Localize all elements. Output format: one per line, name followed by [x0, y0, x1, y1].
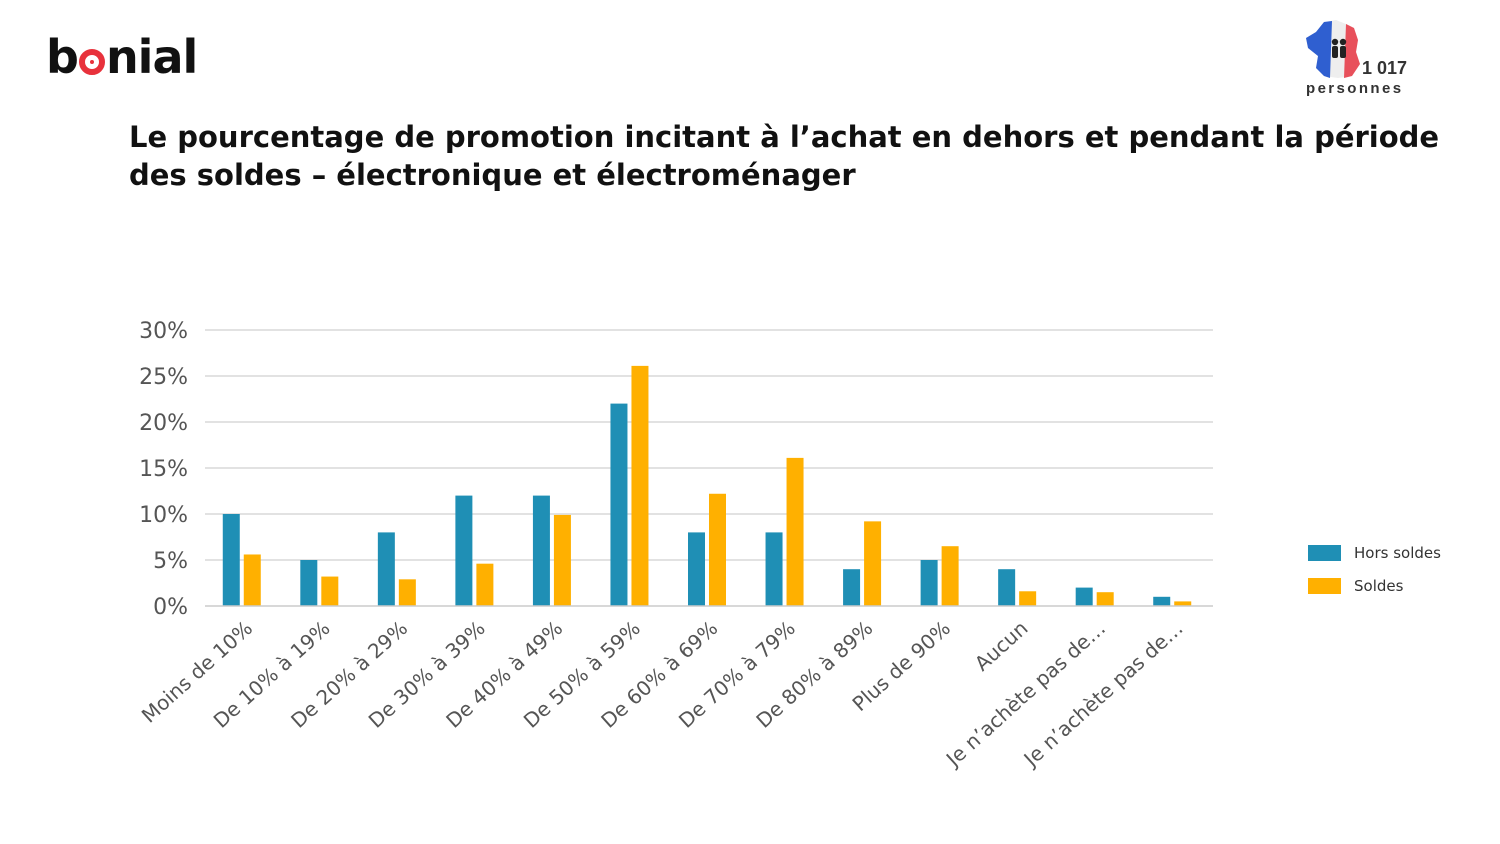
bar-soldes [709, 493, 726, 606]
bar-hors-soldes [455, 495, 473, 606]
bar-soldes [476, 563, 494, 606]
sample-unit: personnes [1306, 80, 1404, 97]
france-map-icon [1306, 20, 1360, 78]
bar-hors-soldes [765, 532, 783, 606]
y-tick-label: 25% [139, 365, 188, 390]
y-tick-label: 5% [153, 549, 188, 574]
y-tick-label: 15% [139, 457, 188, 482]
y-axis-ticks: 0% 5% 10% 15% 20% 25% 30% [139, 319, 188, 620]
bar-soldes [1174, 601, 1192, 606]
x-tick-label: Aucun [970, 616, 1033, 676]
legend: Hors soldes Soldes [1308, 544, 1441, 595]
y-tick-label: 30% [139, 319, 188, 344]
bar-soldes [321, 576, 339, 606]
bar-soldes [786, 457, 804, 606]
legend-label: Hors soldes [1354, 544, 1441, 562]
bar-soldes [631, 365, 649, 606]
bar-hors-soldes [1153, 596, 1171, 606]
bonial-logo: b nial [46, 30, 198, 84]
legend-swatch [1308, 545, 1341, 561]
bar-hors-soldes [843, 569, 861, 606]
bar-soldes [243, 554, 261, 606]
legend-swatch [1308, 578, 1341, 594]
bar-soldes [1019, 591, 1037, 606]
sample-count: 1 017 [1362, 58, 1408, 78]
sample-size-badge: 1 017 personnes [1302, 18, 1422, 100]
logo-text-start: b [46, 30, 79, 84]
bar-soldes [1096, 592, 1114, 606]
bar-hors-soldes [610, 403, 628, 606]
bar-hors-soldes [998, 569, 1016, 606]
bar-hors-soldes [300, 560, 318, 606]
target-logo-icon [78, 49, 105, 75]
bars [222, 365, 1192, 606]
y-tick-label: 0% [153, 595, 188, 620]
bar-soldes [941, 546, 959, 606]
x-axis-labels: Moins de 10%De 10% à 19%De 20% à 29%De 3… [137, 616, 1188, 772]
bar-hors-soldes [1075, 587, 1093, 606]
bar-soldes [553, 514, 571, 606]
bar-soldes [398, 579, 416, 606]
y-tick-label: 10% [139, 503, 188, 528]
bar-hors-soldes [920, 560, 938, 606]
logo-text-end: nial [105, 30, 198, 84]
bar-hors-soldes [688, 532, 705, 606]
chart-title: Le pourcentage de promotion incitant à l… [129, 120, 1440, 192]
bar-soldes [864, 521, 882, 606]
bar-hors-soldes [377, 532, 395, 606]
legend-label: Soldes [1354, 577, 1404, 595]
y-tick-label: 20% [139, 411, 188, 436]
bar-hors-soldes [532, 495, 550, 606]
bar-hors-soldes [222, 514, 240, 606]
